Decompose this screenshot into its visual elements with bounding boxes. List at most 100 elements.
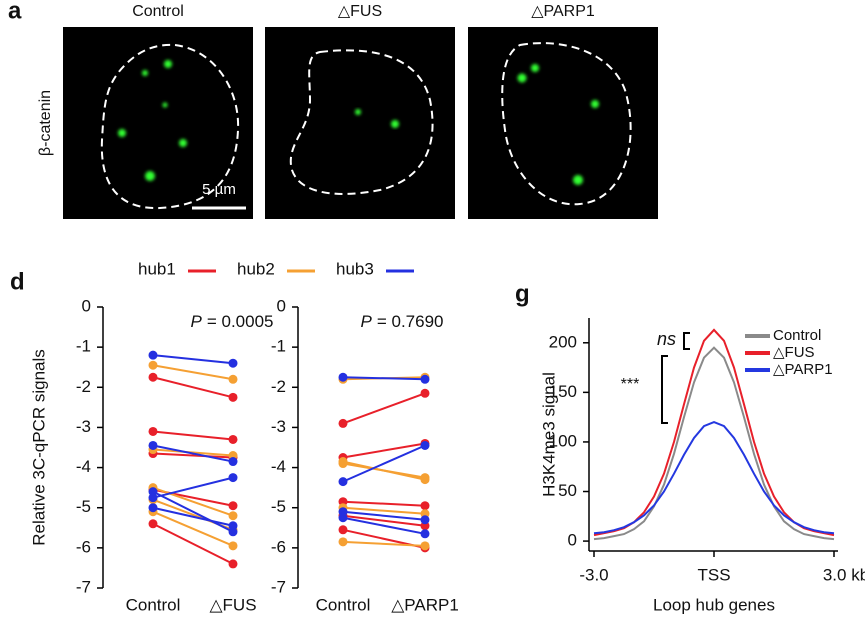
point xyxy=(420,541,430,551)
row-label: β-catenin xyxy=(37,90,54,156)
annotation: *** xyxy=(621,376,640,393)
panel-label: g xyxy=(515,280,530,307)
point xyxy=(420,440,430,450)
x-tick-label: -3.0 xyxy=(579,565,608,584)
y-tick-label: 0 xyxy=(568,531,577,550)
y-tick-label: -6 xyxy=(76,537,91,556)
y-tick-label: -3 xyxy=(271,417,286,436)
point xyxy=(148,503,158,513)
annotation-text: = 0.7690 xyxy=(377,312,444,331)
column-title: Control xyxy=(132,3,184,20)
legend-label: △FUS xyxy=(773,344,815,361)
point xyxy=(228,473,238,483)
x-tick-label: △FUS xyxy=(209,595,256,614)
y-tick-label: 100 xyxy=(549,431,577,450)
y-tick-label: -4 xyxy=(271,457,286,476)
annotation: P = 0.7690 xyxy=(361,312,444,331)
bracket xyxy=(683,332,690,350)
point xyxy=(420,501,430,511)
pair-line xyxy=(152,476,234,499)
annotation-italic: P xyxy=(361,312,373,331)
point xyxy=(338,537,348,547)
y-tick-label: 0 xyxy=(82,296,91,315)
pair-line xyxy=(342,510,426,521)
y-tick-label: 150 xyxy=(549,382,577,401)
pair-line xyxy=(342,540,426,547)
panel-label: d xyxy=(10,268,25,295)
point xyxy=(228,457,238,467)
y-tick-label: -1 xyxy=(271,337,286,356)
legend-label: hub2 xyxy=(237,259,275,278)
pair-line xyxy=(152,376,234,399)
column-title: △PARP1 xyxy=(531,3,595,20)
point xyxy=(228,374,238,384)
pair-line xyxy=(342,442,426,459)
series-line xyxy=(593,421,835,535)
point xyxy=(420,388,430,398)
point xyxy=(148,426,158,436)
y-tick-label: -2 xyxy=(271,377,286,396)
x-tick-label: Control xyxy=(316,595,371,614)
legend-label: Control xyxy=(773,327,821,344)
pair-line xyxy=(342,460,426,481)
y-axis-label: Relative 3C-qPCR signals xyxy=(29,349,48,546)
pair-line xyxy=(152,522,234,565)
point xyxy=(148,372,158,382)
x-axis-label: Loop hub genes xyxy=(653,595,775,614)
y-axis-label: H3K4me3 signal xyxy=(539,372,558,497)
y-tick-label: 0 xyxy=(277,296,286,315)
point xyxy=(148,440,158,450)
point xyxy=(228,559,238,569)
point xyxy=(420,515,430,525)
point xyxy=(228,358,238,368)
y-tick-label: -1 xyxy=(76,337,91,356)
point xyxy=(228,501,238,511)
annotation-text: = 0.0005 xyxy=(207,312,274,331)
legend-label: △PARP1 xyxy=(773,361,833,378)
x-tick-label: △PARP1 xyxy=(391,595,459,614)
micrograph xyxy=(468,27,658,219)
pair-line xyxy=(152,490,234,533)
point xyxy=(148,519,158,529)
pair-line xyxy=(342,392,426,425)
point xyxy=(420,475,430,485)
y-tick-label: -4 xyxy=(76,457,91,476)
point xyxy=(338,513,348,523)
pair-line xyxy=(152,510,234,547)
scale-bar-label: 5 µm xyxy=(202,181,236,198)
annotation: ns xyxy=(657,329,676,349)
pair-line xyxy=(342,514,426,527)
point xyxy=(228,511,238,521)
point xyxy=(228,541,238,551)
pair-line xyxy=(152,486,234,517)
legend-label: hub3 xyxy=(336,259,374,278)
point xyxy=(338,525,348,535)
x-tick-label: TSS xyxy=(697,565,730,584)
point xyxy=(228,434,238,444)
pair-line xyxy=(152,444,234,463)
point xyxy=(148,360,158,370)
y-tick-label: -5 xyxy=(76,497,91,516)
pair-line xyxy=(152,452,234,459)
y-tick-label: 50 xyxy=(558,481,577,500)
point xyxy=(338,372,348,382)
pair-line xyxy=(342,506,426,515)
y-tick-label: -2 xyxy=(76,377,91,396)
annotation-italic: P xyxy=(191,312,203,331)
y-tick-label: -6 xyxy=(271,537,286,556)
point xyxy=(228,392,238,402)
point xyxy=(338,418,348,428)
pair-line xyxy=(342,376,426,381)
y-tick-label: 200 xyxy=(549,332,577,351)
legend-label: hub1 xyxy=(138,259,176,278)
pair-line xyxy=(152,506,234,527)
pair-line xyxy=(342,500,426,507)
point xyxy=(148,350,158,360)
x-tick-label: 3.0 kb xyxy=(823,565,865,584)
pair-line xyxy=(152,364,234,381)
annotation: P = 0.0005 xyxy=(191,312,274,331)
panel-label: a xyxy=(8,0,22,24)
point xyxy=(148,493,158,503)
pair-line xyxy=(152,354,234,365)
